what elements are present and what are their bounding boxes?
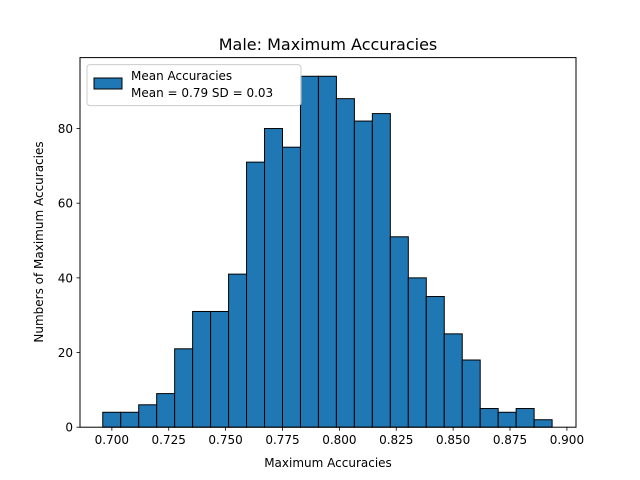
legend: Mean Accuracies Mean = 0.79 SD = 0.03 xyxy=(86,64,302,107)
legend-swatch xyxy=(93,77,123,90)
histogram-bar xyxy=(371,113,391,428)
x-axis-ticks: 0.700 0.725 0.750 0.775 0.800 0.825 0.850 0.875… xyxy=(95,427,584,447)
y-tick-label: 40 xyxy=(58,271,73,285)
histogram-bar xyxy=(102,411,122,428)
x-tick-label: 0.850 xyxy=(436,433,470,447)
histogram-bar xyxy=(317,75,337,428)
histogram-bar xyxy=(353,120,373,428)
x-tick-label: 0.900 xyxy=(550,433,584,447)
histogram-bar xyxy=(533,419,553,428)
histogram-bar xyxy=(515,408,535,428)
histogram-bar xyxy=(479,408,499,428)
histogram-bar xyxy=(407,277,427,428)
x-tick-label: 0.725 xyxy=(152,433,186,447)
histogram-bar xyxy=(281,146,301,428)
histogram-bar xyxy=(443,333,463,428)
histogram-bar xyxy=(138,404,158,428)
histogram-bar xyxy=(425,296,445,428)
histogram-bar xyxy=(192,310,212,428)
histogram-bar xyxy=(389,236,409,428)
histogram-bar xyxy=(461,359,481,428)
x-tick-label: 0.825 xyxy=(379,433,413,447)
plot-area-frame xyxy=(79,57,577,428)
y-axis-ticks: 0 20 40 60 80 xyxy=(58,122,80,435)
histogram-bar xyxy=(497,411,517,428)
histogram-bar xyxy=(210,310,230,428)
x-tick-label: 0.875 xyxy=(493,433,527,447)
x-tick-label: 0.750 xyxy=(208,433,242,447)
histogram-bar xyxy=(246,161,266,428)
legend-box xyxy=(86,64,302,107)
y-axis-label: Numbers of Maximum Accuracies xyxy=(32,141,46,342)
histogram-bar xyxy=(228,273,248,428)
x-tick-label: 0.700 xyxy=(95,433,129,447)
x-tick-label: 0.800 xyxy=(322,433,356,447)
histogram-bar xyxy=(299,75,319,428)
legend-label-line2: Mean = 0.79 SD = 0.03 xyxy=(131,86,273,100)
x-axis-label: Maximum Accuracies xyxy=(264,456,392,470)
histogram-bar xyxy=(174,348,194,428)
histogram-bar xyxy=(120,411,140,428)
y-tick-label: 60 xyxy=(58,197,73,211)
y-tick-label: 80 xyxy=(58,122,73,136)
chart-title: Male: Maximum Accuracies xyxy=(219,35,438,54)
y-tick-label: 20 xyxy=(58,346,73,360)
histogram-bar xyxy=(335,98,355,428)
histogram-bars xyxy=(102,75,553,428)
histogram-bar xyxy=(156,393,176,428)
histogram-bar xyxy=(264,128,283,428)
x-tick-label: 0.775 xyxy=(265,433,299,447)
legend-label-line1: Mean Accuracies xyxy=(131,69,232,83)
y-tick-label: 0 xyxy=(65,421,73,435)
